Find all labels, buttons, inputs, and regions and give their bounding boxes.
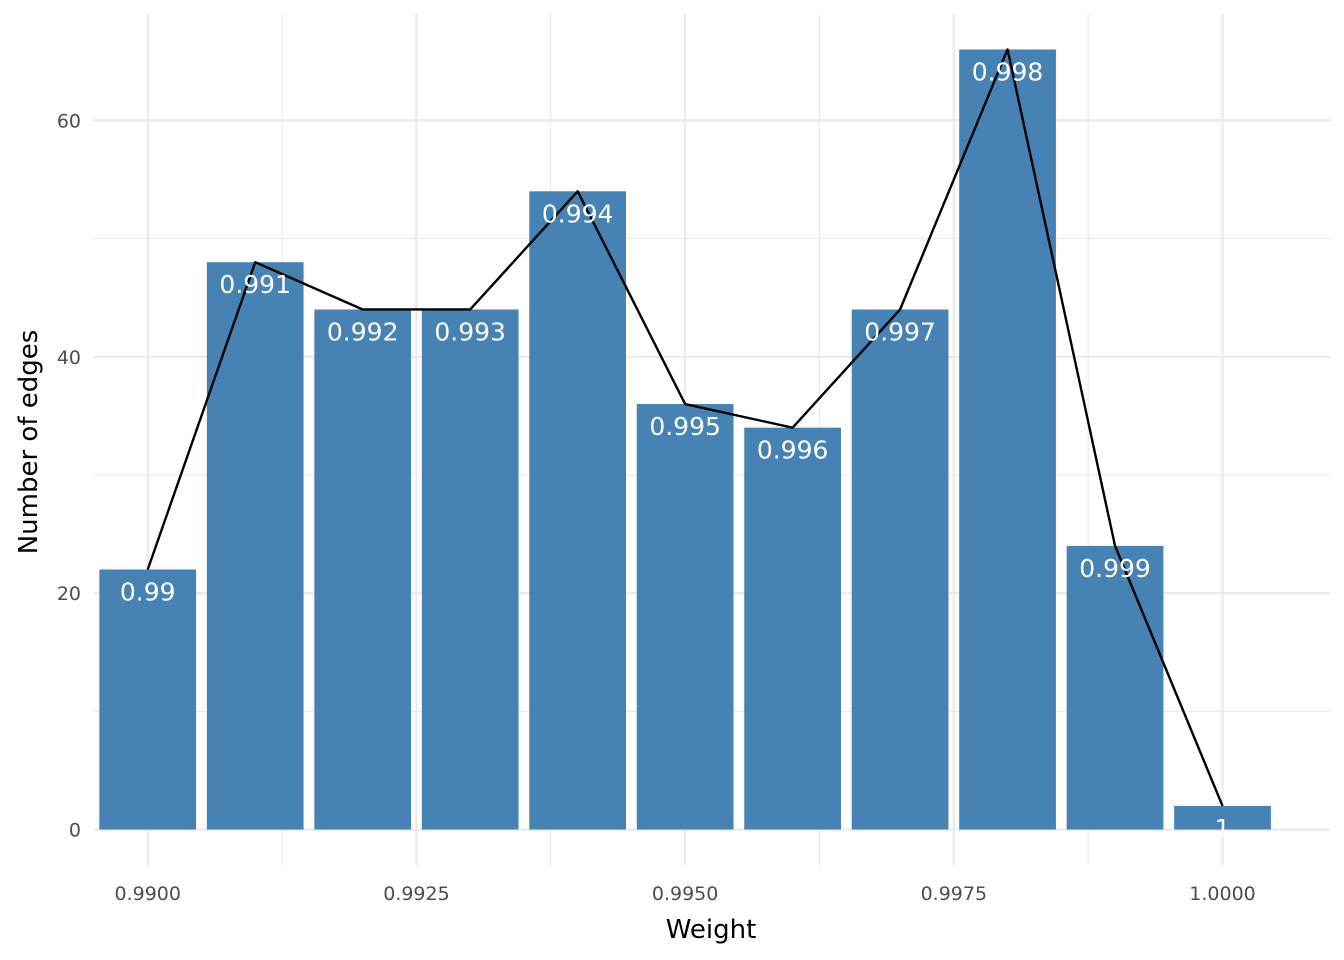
bar [421, 309, 519, 830]
bar-label: 1 [1215, 814, 1231, 843]
x-tick-label: 0.9950 [652, 883, 718, 905]
x-axis-title: Weight [666, 915, 757, 945]
y-tick-label: 0 [69, 820, 81, 842]
bar [744, 427, 841, 830]
trend-line-group [146, 48, 1224, 807]
bar-label: 0.993 [434, 317, 506, 346]
bar [1174, 805, 1271, 830]
bar [959, 49, 1056, 830]
x-tick-label: 0.9925 [383, 883, 449, 905]
y-tick-label: 40 [57, 347, 81, 369]
bar [99, 569, 197, 830]
bar [1066, 545, 1164, 830]
bar [314, 309, 412, 830]
bar-label: 0.998 [972, 57, 1044, 86]
bar [529, 191, 627, 830]
bars [99, 49, 1271, 830]
bar-labels: 0.99 0.991 0.992 0.993 0.994 0.995 0.996 0.997 0… [120, 57, 1231, 842]
bar-label: 0.99 [120, 578, 176, 607]
y-tick-label: 60 [57, 110, 81, 132]
bar [206, 262, 304, 830]
x-axis-ticks: 0.9900 0.9925 0.9950 0.9975 1.0000 [114, 883, 1255, 905]
trend-line [146, 48, 1224, 807]
y-tick-label: 20 [57, 583, 81, 605]
bar-label: 0.994 [542, 199, 614, 228]
bar-label: 0.992 [327, 317, 399, 346]
bar [851, 309, 949, 830]
bar-label: 0.995 [649, 412, 721, 441]
x-tick-label: 1.0000 [1189, 883, 1255, 905]
bar-label: 0.991 [219, 270, 291, 299]
bar [636, 404, 734, 830]
x-tick-label: 0.9900 [114, 883, 180, 905]
bar-label: 0.997 [864, 317, 936, 346]
bar-label: 0.996 [757, 436, 829, 465]
y-axis-ticks: 0 20 40 60 [57, 110, 81, 841]
bar-label: 0.999 [1079, 554, 1151, 583]
x-tick-label: 0.9975 [921, 883, 987, 905]
y-axis-title: Number of edges [14, 330, 44, 555]
